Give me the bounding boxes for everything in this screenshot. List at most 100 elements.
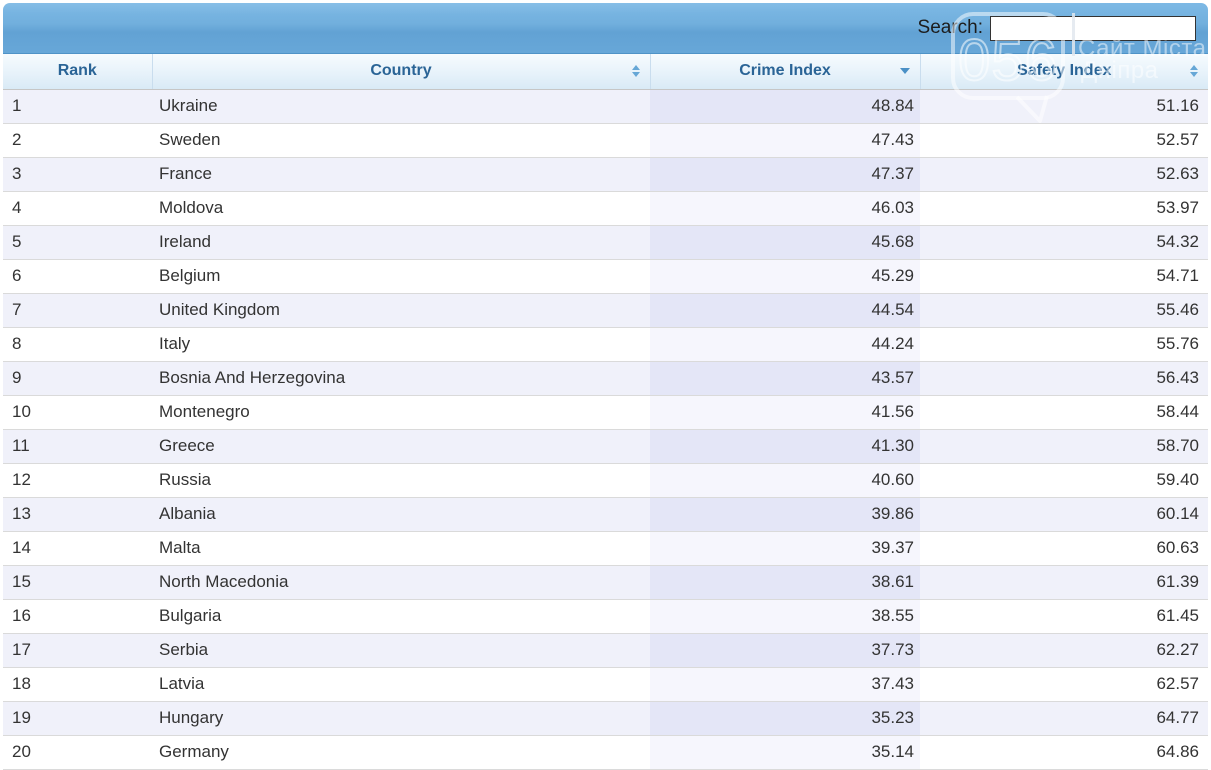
rank-cell: 1 <box>3 89 152 124</box>
safety-index-cell: 56.43 <box>920 361 1208 396</box>
crime-index-cell: 41.30 <box>650 429 920 464</box>
safety-index-cell: 51.16 <box>920 89 1208 124</box>
sort-both-icon <box>631 65 640 78</box>
crime-index-cell: 40.60 <box>650 463 920 498</box>
country-cell: Bosnia And Herzegovina <box>152 361 650 396</box>
country-cell: Ukraine <box>152 89 650 124</box>
crime-index-cell: 39.86 <box>650 497 920 532</box>
sort-both-icon <box>1190 65 1198 78</box>
table-row: 14 Malta 39.37 60.63 <box>3 531 1208 566</box>
search-input[interactable] <box>990 15 1196 41</box>
country-cell: Bulgaria <box>152 599 650 634</box>
table-row: 9 Bosnia And Herzegovina 43.57 56.43 <box>3 361 1208 396</box>
safety-index-cell: 60.14 <box>920 497 1208 532</box>
rank-cell: 14 <box>3 531 152 566</box>
rank-cell: 10 <box>3 395 152 430</box>
column-label: Rank <box>57 62 97 80</box>
crime-index-cell: 35.14 <box>650 735 920 770</box>
table-row: 6 Belgium 45.29 54.71 <box>3 259 1208 294</box>
country-cell: Italy <box>152 327 650 362</box>
safety-index-cell: 64.77 <box>920 701 1208 736</box>
country-cell: Malta <box>152 531 650 566</box>
column-header-safety_index[interactable]: Safety Index <box>920 54 1208 90</box>
rank-cell: 20 <box>3 735 152 770</box>
crime-index-cell: 46.03 <box>650 191 920 226</box>
country-cell: Germany <box>152 735 650 770</box>
rank-cell: 9 <box>3 361 152 396</box>
table-row: 20 Germany 35.14 64.86 <box>3 735 1208 770</box>
safety-index-cell: 62.57 <box>920 667 1208 702</box>
table-row: 13 Albania 39.86 60.14 <box>3 497 1208 532</box>
country-cell: Montenegro <box>152 395 650 430</box>
rank-cell: 6 <box>3 259 152 294</box>
country-cell: Albania <box>152 497 650 532</box>
rank-cell: 12 <box>3 463 152 498</box>
column-label: Safety Index <box>1017 62 1112 80</box>
country-cell: North Macedonia <box>152 565 650 600</box>
table-row: 15 North Macedonia 38.61 61.39 <box>3 565 1208 600</box>
column-label: Country <box>370 62 432 80</box>
crime-index-cell: 41.56 <box>650 395 920 430</box>
rank-cell: 18 <box>3 667 152 702</box>
table-body: 1 Ukraine 48.84 51.16 2 Sweden 47.43 52.57 3 Fran… <box>3 89 1208 770</box>
table-row: 5 Ireland 45.68 54.32 <box>3 225 1208 260</box>
rank-cell: 8 <box>3 327 152 362</box>
crime-index-cell: 43.57 <box>650 361 920 396</box>
crime-index-cell: 45.29 <box>650 259 920 294</box>
crime-index-cell: 39.37 <box>650 531 920 566</box>
table-row: 8 Italy 44.24 55.76 <box>3 327 1208 362</box>
column-header-country[interactable]: Country <box>152 54 651 90</box>
crime-index-table: Rank Country Crime Index Safety Index 1 Ukra… <box>3 54 1208 770</box>
table-row: 19 Hungary 35.23 64.77 <box>3 701 1208 736</box>
crime-index-cell: 37.43 <box>650 667 920 702</box>
safety-index-cell: 52.63 <box>920 157 1208 192</box>
safety-index-cell: 55.76 <box>920 327 1208 362</box>
crime-index-cell: 35.23 <box>650 701 920 736</box>
safety-index-cell: 60.63 <box>920 531 1208 566</box>
rank-cell: 17 <box>3 633 152 668</box>
safety-index-cell: 54.71 <box>920 259 1208 294</box>
country-cell: Serbia <box>152 633 650 668</box>
table-row: 11 Greece 41.30 58.70 <box>3 429 1208 464</box>
country-cell: Ireland <box>152 225 650 260</box>
safety-index-cell: 62.27 <box>920 633 1208 668</box>
country-cell: Russia <box>152 463 650 498</box>
table-row: 10 Montenegro 41.56 58.44 <box>3 395 1208 430</box>
country-cell: Greece <box>152 429 650 464</box>
sort-desc-icon <box>899 68 910 75</box>
rank-cell: 4 <box>3 191 152 226</box>
country-cell: Sweden <box>152 123 650 158</box>
crime-index-cell: 38.61 <box>650 565 920 600</box>
table-row: 18 Latvia 37.43 62.57 <box>3 667 1208 702</box>
rank-cell: 5 <box>3 225 152 260</box>
rank-cell: 19 <box>3 701 152 736</box>
crime-index-cell: 44.24 <box>650 327 920 362</box>
safety-index-cell: 53.97 <box>920 191 1208 226</box>
search-label: Search: <box>917 17 983 38</box>
safety-index-cell: 52.57 <box>920 123 1208 158</box>
crime-index-cell: 45.68 <box>650 225 920 260</box>
table-header: Rank Country Crime Index Safety Index <box>3 54 1208 90</box>
column-header-crime_index[interactable]: Crime Index <box>650 54 921 90</box>
safety-index-cell: 54.32 <box>920 225 1208 260</box>
rank-cell: 16 <box>3 599 152 634</box>
column-header-rank: Rank <box>3 54 153 90</box>
country-cell: Latvia <box>152 667 650 702</box>
column-label: Crime Index <box>739 62 831 80</box>
safety-index-cell: 55.46 <box>920 293 1208 328</box>
crime-index-cell: 38.55 <box>650 599 920 634</box>
rank-cell: 13 <box>3 497 152 532</box>
rank-cell: 3 <box>3 157 152 192</box>
rank-cell: 7 <box>3 293 152 328</box>
rank-cell: 11 <box>3 429 152 464</box>
search-bar: Search: <box>3 3 1208 54</box>
table-row: 17 Serbia 37.73 62.27 <box>3 633 1208 668</box>
table-row: 12 Russia 40.60 59.40 <box>3 463 1208 498</box>
crime-index-cell: 48.84 <box>650 89 920 124</box>
table-row: 4 Moldova 46.03 53.97 <box>3 191 1208 226</box>
crime-index-cell: 47.37 <box>650 157 920 192</box>
safety-index-cell: 59.40 <box>920 463 1208 498</box>
country-cell: France <box>152 157 650 192</box>
safety-index-cell: 61.45 <box>920 599 1208 634</box>
country-cell: Belgium <box>152 259 650 294</box>
